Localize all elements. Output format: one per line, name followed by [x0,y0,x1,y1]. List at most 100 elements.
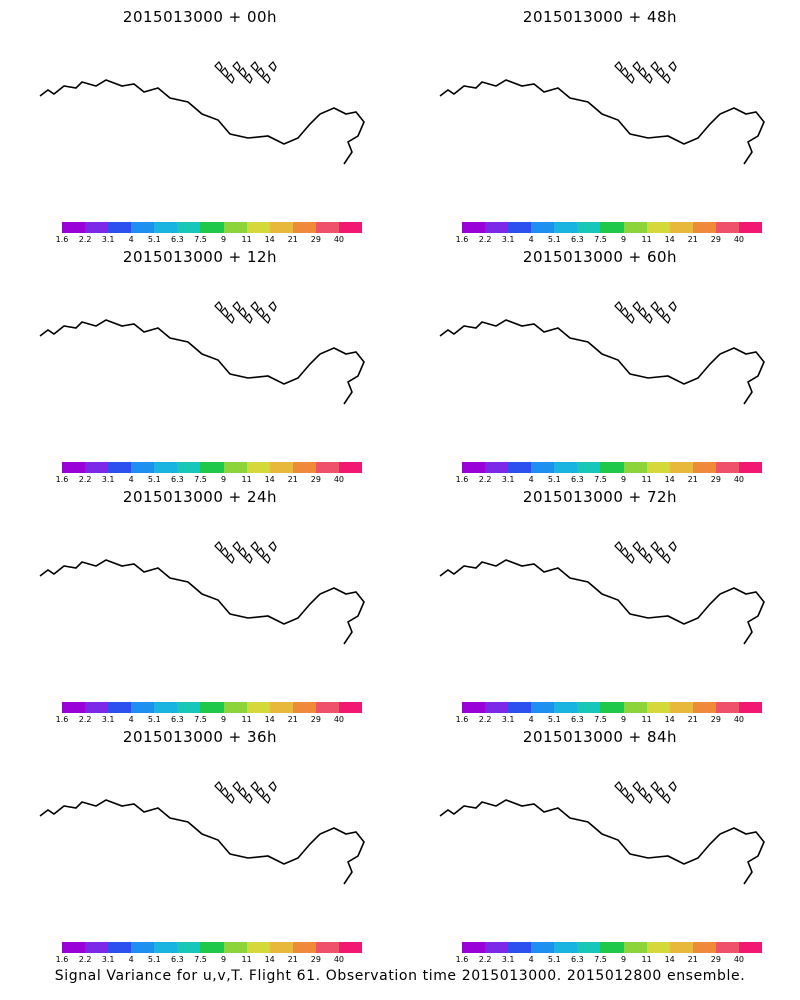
coastline [439,319,765,405]
colorbar-swatch [692,462,716,473]
colorbar-tick-label: 40 [333,235,345,244]
colorbar-swatch [715,702,739,713]
colorbar-tick-label: 21 [287,715,298,724]
colorbar-swatch [154,462,178,473]
colorbar-ticks: 1.6 2.2 3.1 4 5.1 6.3 7.5 9 11 14 21 29 40 [456,235,762,245]
colorbar-swatch [62,702,86,713]
colorbar-swatch [62,942,86,953]
colorbar-tick-label: 7.5 [194,955,207,964]
colorbar-swatch [738,462,763,473]
colorbar-tick-label: 3.1 [501,475,515,484]
variance-field [453,26,773,200]
colorbar-ticks: 1.6 2.2 3.1 4 5.1 6.3 7.5 9 11 14 21 29 40 [56,235,362,245]
colorbar-swatch [246,222,270,233]
colorbar-swatch [200,222,224,233]
colorbar-swatch [131,942,155,953]
coastline [439,799,765,885]
colorbar-tick-label: 11 [641,715,652,724]
colorbar-tick-label: 29 [710,955,721,964]
colorbar-swatch [669,942,693,953]
colorbar-swatch [85,222,109,233]
colorbar-swatch [292,702,316,713]
colorbar-swatch [623,462,647,473]
forecast-panel-p36: 2015013000 + 36h 1.6 2.2 3.1 4 5.1 6.3 7.5 9 11 14… [0,720,400,964]
colorbar-ticks: 1.6 2.2 3.1 4 5.1 6.3 7.5 9 11 14 21 29 40 [56,475,362,485]
colorbar-tick-label: 9 [220,475,227,484]
variance-field [38,752,379,918]
colorbar-tick-label: 14 [664,715,675,724]
colorbar-tick-label: 5.1 [147,235,161,244]
coastline [439,559,765,645]
colorbar-swatch [692,222,716,233]
panel-title: 2015013000 + 48h [522,8,678,26]
colorbar-tick-label: 11 [641,235,652,244]
colorbar-tick-label: 4 [528,715,534,724]
colorbar-tick-label: 1.6 [455,955,469,964]
colorbar-tick-label: 11 [641,955,652,964]
colorbar-swatch [131,462,155,473]
colorbar-tick-label: 1.6 [55,715,69,724]
forecast-panel-p24: 2015013000 + 24h 1.6 2.2 3.1 4 5.1 6.3 7.5 9 11 14… [0,480,400,724]
colorbar-tick-label: 40 [733,235,745,244]
colorbar-tick-label: 11 [641,475,652,484]
arctic-islands [214,541,277,565]
colorbar-swatch [223,942,247,953]
colorbar-swatch [338,462,363,473]
colorbar-tick-label: 11 [241,955,252,964]
colorbar-swatch [246,942,270,953]
colorbar-swatch [108,702,132,713]
colorbar-tick-label: 9 [220,955,227,964]
colorbar-tick-label: 29 [710,475,721,484]
colorbar-tick-label: 7.5 [594,955,607,964]
colorbar-tick-label: 6.3 [171,955,184,964]
colorbar-swatch [738,942,763,953]
colorbar-swatch [315,222,339,233]
colorbar-swatch [62,222,86,233]
colorbar-swatch [646,702,670,713]
colorbar-tick-label: 4 [128,955,134,964]
colorbar-swatch [646,222,670,233]
colorbar-swatch [154,702,178,713]
panel-title: 2015013000 + 84h [522,728,678,746]
colorbar-tick-label: 2.2 [78,715,92,724]
colorbar-swatch [485,462,509,473]
colorbar-tick-label: 5.1 [147,715,161,724]
colorbar-swatch [600,222,624,233]
colorbar-tick-label: 14 [664,235,675,244]
colorbar-swatch [223,462,247,473]
polar-map [439,26,773,200]
colorbar-ticks: 1.6 2.2 3.1 4 5.1 6.3 7.5 9 11 14 21 29 40 [456,475,762,485]
colorbar-swatch [554,942,578,953]
colorbar-tick-label: 1.6 [455,715,469,724]
colorbar-tick-label: 3.1 [101,955,115,964]
colorbar-tick-label: 1.6 [55,235,69,244]
arctic-islands [614,781,677,805]
colorbar [462,942,763,953]
colorbar-tick-label: 5.1 [547,475,561,484]
colorbar-tick-label: 5.1 [547,235,561,244]
colorbar-swatch [177,222,201,233]
coastline [39,799,365,885]
colorbar-swatch [315,942,339,953]
colorbar-swatch [131,702,155,713]
colorbar-tick-label: 3.1 [101,475,115,484]
colorbar-swatch [623,222,647,233]
colorbar-swatch [485,702,509,713]
colorbar-swatch [577,942,601,953]
colorbar-tick-label: 29 [710,235,721,244]
colorbar-swatch [715,462,739,473]
colorbar-swatch [177,702,201,713]
colorbar-swatch [738,222,763,233]
colorbar-swatch [177,942,201,953]
forecast-panel-p84: 2015013000 + 84h 1.6 2.2 3.1 4 5.1 6.3 7.5 9 11 14… [400,720,800,964]
colorbar-tick-label: 3.1 [501,955,515,964]
colorbar-swatch [108,462,132,473]
colorbar-tick-label: 6.3 [571,955,584,964]
colorbar [62,222,363,233]
colorbar-tick-label: 5.1 [147,955,161,964]
colorbar-tick-label: 2.2 [478,235,492,244]
colorbar-tick-label: 2.2 [478,955,492,964]
colorbar-swatch [269,222,293,233]
colorbar-tick-label: 14 [664,475,675,484]
colorbar-tick-label: 7.5 [594,235,607,244]
